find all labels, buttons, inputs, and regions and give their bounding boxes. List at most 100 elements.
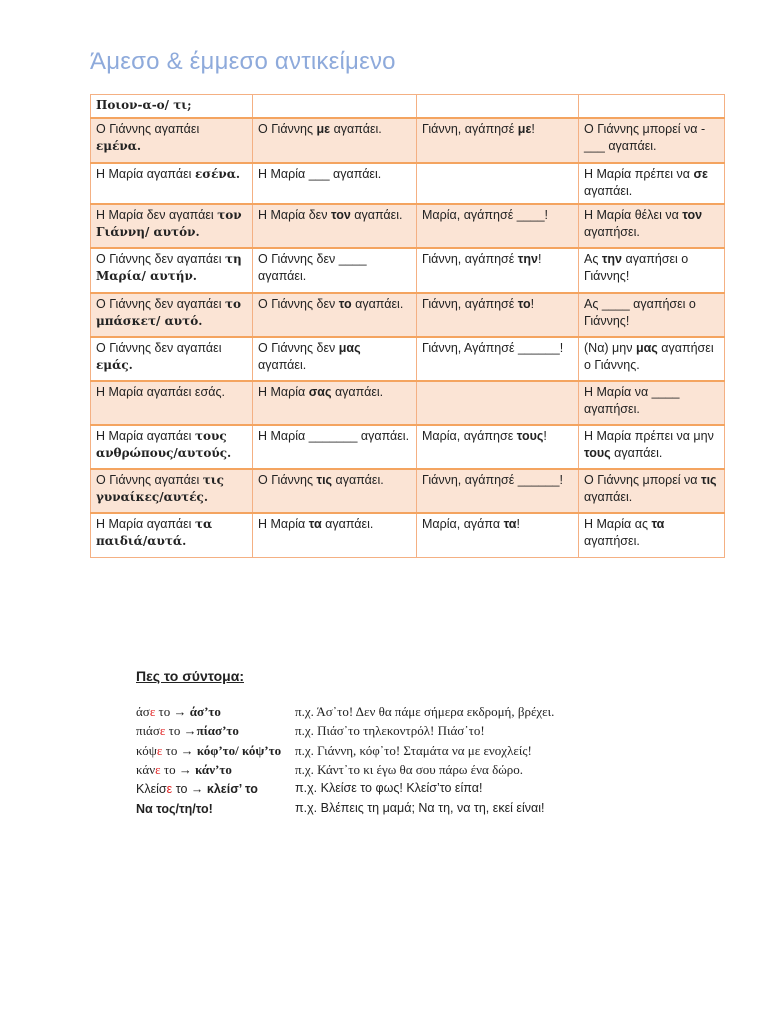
bold-text: πίασ’το — [196, 723, 239, 739]
table-cell: Η Μαρία πρέπει να σε αγαπάει. — [578, 162, 725, 205]
bold-text: κάν’το — [195, 761, 232, 777]
table-cell: Η Μαρία θέλει να τον αγαπήσει. — [578, 203, 725, 249]
table-cell: Μαρία, αγάπησέ ____! — [416, 203, 579, 249]
text: Γιάννη, αγάπησέ — [422, 122, 518, 136]
text: αγαπάει. — [584, 490, 633, 504]
text: Η Μαρία αγαπάει — [96, 429, 195, 443]
table-cell: Γιάννη, αγάπησέ με! — [416, 117, 579, 164]
text: άσ — [136, 704, 150, 719]
highlighted-ending: ε — [156, 742, 163, 758]
table-cell: Ο Γιάννης δεν ____ αγαπάει. — [252, 247, 417, 294]
bold-text: τις — [316, 473, 333, 487]
text: κάν — [136, 761, 156, 777]
table-cell: Η Μαρία πρέπει να μην τους αγαπάει. — [578, 424, 725, 470]
table-cell: Γιάννη, Αγάπησέ ______! — [416, 336, 579, 382]
text: Ο Γιάννης δεν αγαπάει — [96, 297, 225, 311]
short-form: άσε το → άσ’το — [136, 704, 221, 719]
table-cell: Ο Γιάννης αγαπάει τις γυναίκες/αυτές. — [90, 468, 253, 514]
table-cell: Γιάννη, αγάπησέ την! — [416, 247, 579, 294]
text: Η Μαρία πρέπει να — [584, 167, 694, 181]
table-cell: Ο Γιάννης με αγαπάει. — [252, 117, 417, 164]
text: αγαπάει. — [258, 358, 307, 372]
text: αγαπάει. — [332, 473, 384, 487]
text: αγαπάει. — [350, 208, 403, 222]
table-cell: Ο Γιάννης δεν αγαπάει τη Μαρία/ αυτήν. — [90, 247, 253, 294]
bold-text: τον — [682, 208, 703, 222]
text: Η Μαρία ___ αγαπάει. — [258, 167, 382, 181]
table-cell: Γιάννη, αγάπησέ το! — [416, 292, 579, 338]
text: Ας ____ αγαπήσει ο Γιάννης! — [584, 297, 696, 328]
text: ! — [543, 429, 547, 443]
text: Ο Γιάννης μπορεί να — [584, 473, 701, 487]
table-cell: Ο Γιάννης δεν το αγαπάει. — [252, 292, 417, 338]
short-form: πιάσε το →πίασ’το — [136, 723, 239, 738]
table-header-row: Ποιον-α-ο/ τι; — [90, 94, 725, 119]
text: Η Μαρία αγαπάει εσάς. — [96, 385, 225, 399]
table-cell — [252, 94, 417, 119]
bold-text: τον — [330, 208, 351, 222]
text: ! — [530, 297, 535, 311]
bold-text: Ποιον-α-ο/ τι; — [96, 98, 192, 112]
bold-text: εμένα. — [96, 139, 142, 153]
text: κόψ — [136, 742, 157, 758]
table-cell — [416, 94, 579, 119]
table-cell — [416, 162, 579, 205]
text: Γιάννη, αγάπησέ — [422, 252, 518, 266]
table-cell: Η Μαρία δεν αγαπάει τον Γιάννη/ αυτόν. — [90, 203, 253, 249]
highlighted-ending: ε — [166, 782, 173, 797]
text: Η Μαρία — [258, 385, 309, 399]
text: ! — [531, 122, 535, 136]
table-cell: Ο Γιάννης δεν αγαπάει το μπάσκετ/ αυτό. — [90, 292, 253, 338]
text: αγαπάει. — [351, 297, 404, 311]
text: Κλείσ — [136, 782, 167, 797]
bold-text: με — [517, 122, 532, 136]
table-cell: Ο Γιάννης αγαπάει εμένα. — [90, 117, 253, 164]
short-form: Κλείσε το → κλείσ’ το — [136, 782, 258, 796]
table-row: Ο Γιάννης δεν αγαπάει εμάς. Ο Γιάννης δεν… — [90, 336, 725, 382]
text: το → — [162, 742, 197, 758]
table-cell: Η Μαρία αγαπάει τα παιδιά/αυτά. — [90, 512, 253, 558]
bold-text: τα παιδιά/αυτά. — [96, 517, 213, 548]
text: αγαπάει. — [321, 517, 374, 531]
bold-text: το μπάσκετ/ αυτό. — [96, 297, 242, 328]
text: Γιάννη, Αγάπησέ ______! — [422, 341, 564, 355]
table-cell: Μαρία, αγάπα τα! — [416, 512, 579, 558]
bold-text: τα — [503, 517, 517, 531]
table-row: Ο Γιάννης δεν αγαπάει τη Μαρία/ αυτήν. Ο … — [90, 247, 725, 294]
text: Η Μαρία να ____ αγαπήσει. — [584, 385, 680, 416]
text: Ο Γιάννης — [258, 122, 317, 136]
text: Ο Γιάννης αγαπάει — [96, 122, 200, 136]
text: Η Μαρία δεν αγαπάει — [96, 208, 218, 222]
text: το → — [160, 761, 196, 777]
table-cell: Η Μαρία αγαπάει εσένα. — [90, 162, 253, 205]
table-cell: Ο Γιάννης μπορεί να -___ αγαπάει. — [578, 117, 725, 164]
text: Ο Γιάννης αγαπάει — [96, 473, 203, 487]
text: Ο Γιάννης δεν αγαπάει — [96, 252, 225, 266]
table-row: Η Μαρία αγαπάει εσένα. Η Μαρία ___ αγαπάε… — [90, 162, 725, 205]
highlighted-ending: ε — [149, 704, 156, 719]
table-row: Ο Γιάννης δεν αγαπάει το μπάσκετ/ αυτό. Ο… — [90, 292, 725, 338]
table-cell: Ο Γιάννης τις αγαπάει. — [252, 468, 417, 514]
bold-text: τα — [308, 517, 322, 531]
text: Ο Γιάννης δεν — [258, 341, 339, 355]
text: Η Μαρία _______ αγαπάει. — [258, 429, 410, 443]
table-cell: Η Μαρία _______ αγαπάει. — [252, 424, 417, 470]
text: Γιάννη, αγάπησέ — [422, 297, 518, 311]
text: Η Μαρία — [258, 517, 309, 531]
highlighted-ending: ε — [159, 723, 166, 739]
short-form-line: Να τος/τη/το! π.χ. Βλέπεις τη μαμά; Να τη… — [136, 801, 544, 817]
table-row: Η Μαρία αγαπάει εσάς. Η Μαρία σας αγαπάει… — [90, 380, 725, 426]
bold-text: εμάς. — [96, 358, 133, 372]
table-cell: Ο Γιάννης δεν μας αγαπάει. — [252, 336, 417, 382]
table-cell: Γιάννη, αγάπησέ ______! — [416, 468, 579, 514]
short-form-heading: Πες το σύντομα: — [136, 668, 244, 684]
table-cell: Η Μαρία δεν τον αγαπάει. — [252, 203, 417, 249]
text: Ο Γιάννης δεν αγαπάει — [96, 341, 222, 355]
table-cell: Η Μαρία τα αγαπάει. — [252, 512, 417, 558]
page-title: Άμεσο & έμμεσο αντικείμενο — [90, 48, 396, 75]
table-row: Η Μαρία αγαπάει τους ανθρώπους/αυτούς. Η … — [90, 424, 725, 470]
bold-text: τους — [584, 446, 611, 460]
short-form-line: άσε το → άσ’το π.χ. Άσ᾽το! Δεν θα πάμε σή… — [136, 704, 554, 720]
bold-text: την — [517, 252, 538, 266]
text: Ας — [584, 252, 602, 266]
